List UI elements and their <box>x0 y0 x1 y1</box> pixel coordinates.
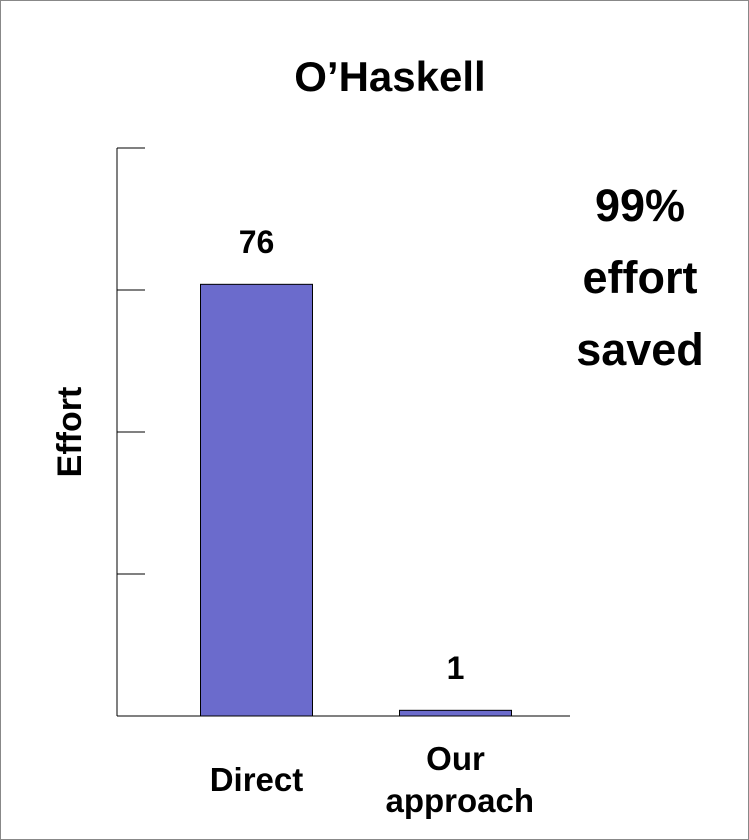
bar <box>200 283 313 717</box>
chart-title: O’Haskell <box>294 53 485 100</box>
value-label: 1 <box>447 650 465 686</box>
x-tick-label: Direct <box>209 761 304 798</box>
annotation: 99% effort saved <box>576 180 704 375</box>
value-label: 76 <box>239 224 275 260</box>
x-tick-label: Our approach <box>385 740 535 819</box>
bar <box>399 709 512 717</box>
y-axis-label: Effort <box>51 387 89 478</box>
